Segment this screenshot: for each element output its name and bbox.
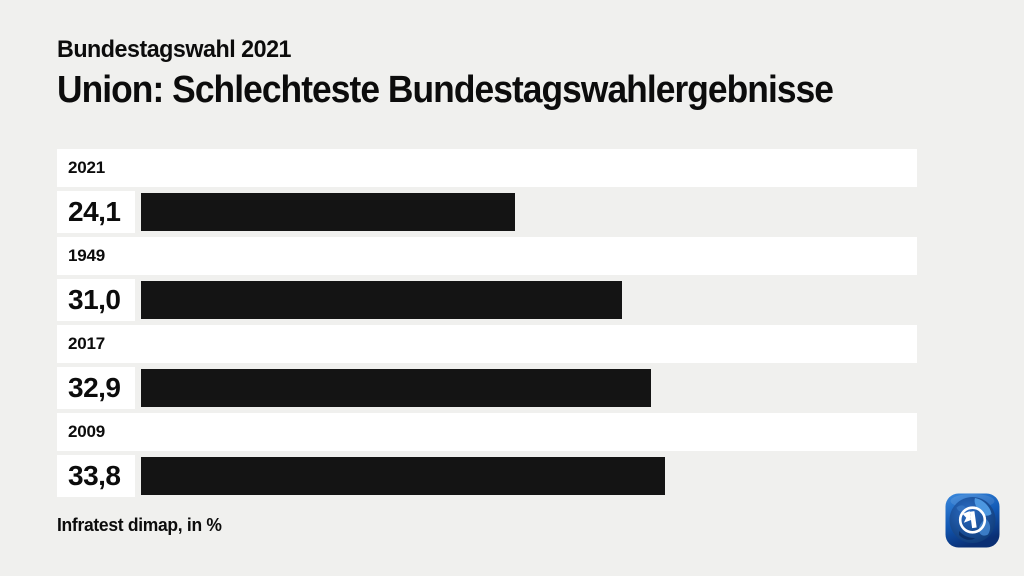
year-label: 1949 [68, 246, 106, 265]
tagesschau-logo [945, 493, 1000, 548]
bar-chart: 2021 24,1 1949 31,0 2017 32,9 2009 33,8 [57, 149, 917, 501]
value-label: 33,8 [57, 455, 135, 497]
year-label: 2021 [68, 158, 106, 177]
year-label-row: 2009 [57, 413, 917, 451]
value-label: 31,0 [57, 279, 135, 321]
bar [141, 369, 651, 407]
source-note: Infratest dimap, in % [57, 515, 222, 535]
chart-kicker: Bundestagswahl 2021 [57, 36, 292, 63]
year-label-row: 1949 [57, 237, 917, 275]
year-label-row: 2021 [57, 149, 917, 187]
value-row: 24,1 [57, 191, 917, 233]
page-title: Union: Schlechteste Bundestagswahlergebn… [57, 69, 834, 111]
bar [141, 281, 622, 319]
value-row: 32,9 [57, 367, 917, 409]
value-row: 33,8 [57, 455, 917, 497]
value-row: 31,0 [57, 279, 917, 321]
value-label: 32,9 [57, 367, 135, 409]
year-label: 2009 [68, 422, 106, 441]
year-label: 2017 [68, 334, 106, 353]
value-label: 24,1 [57, 191, 135, 233]
tagesschau-globe-icon [945, 493, 1000, 548]
bar [141, 457, 665, 495]
bar [141, 193, 515, 231]
year-label-row: 2017 [57, 325, 917, 363]
